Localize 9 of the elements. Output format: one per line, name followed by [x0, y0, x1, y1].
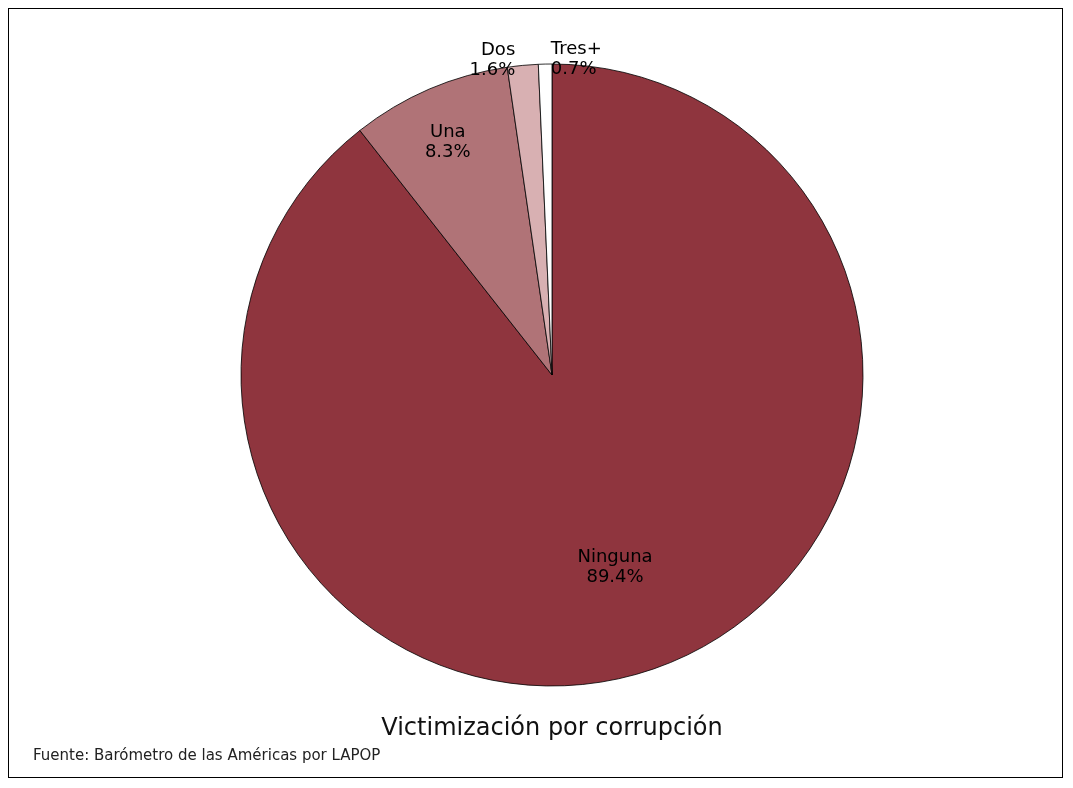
- pie-slice: [240, 63, 864, 687]
- text: Victimización por corrupción: [381, 712, 723, 741]
- slice-label: Dos: [481, 37, 516, 59]
- data-label: 89.4%: [586, 565, 644, 587]
- slice-label: Una: [429, 120, 466, 142]
- slice-label: Tres+: [549, 36, 602, 58]
- data-label: 8.3%: [424, 140, 471, 162]
- source-note: Fuente: Barómetro de las Américas por LAPOP: [33, 746, 381, 764]
- slice-label: Ninguna: [577, 545, 653, 567]
